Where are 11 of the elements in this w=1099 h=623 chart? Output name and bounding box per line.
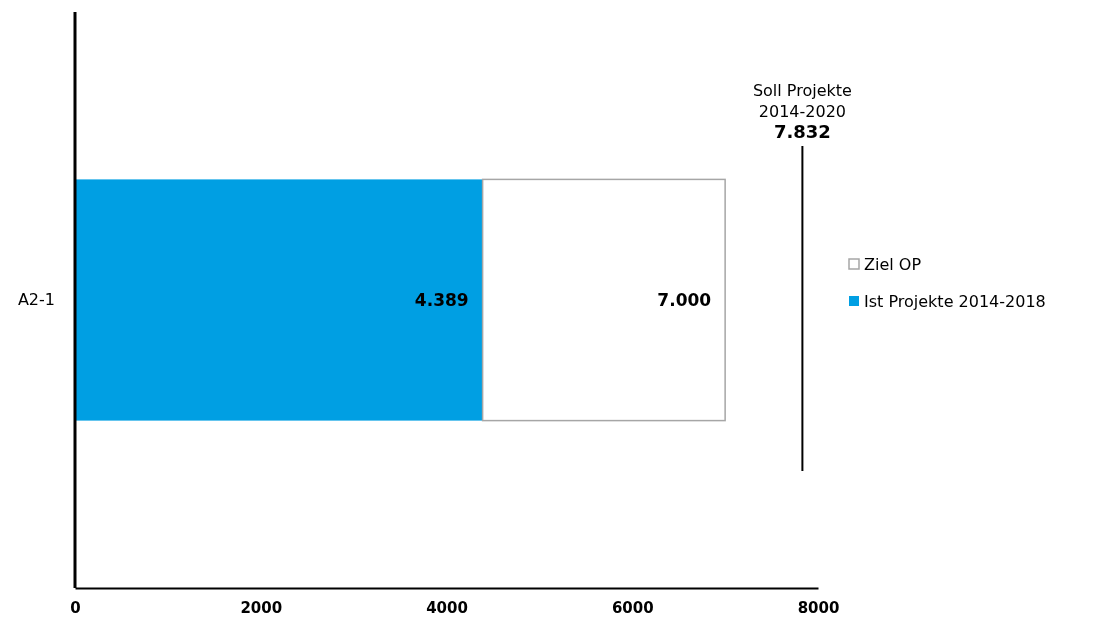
data-label: 4.389	[414, 289, 469, 310]
y-tick-label: A2-1	[17, 290, 55, 310]
x-tick-label: 4000	[426, 598, 468, 617]
x-tick-label: 0	[70, 598, 81, 617]
legend-label: Ist Projekte 2014-2018	[864, 291, 1046, 311]
x-tick-label: 8000	[797, 598, 840, 617]
x-tick-label: 6000	[611, 598, 654, 617]
legend-label: Ziel OP	[864, 254, 922, 274]
ref-line-label: Soll Projekte 2014-2020 7.832	[752, 81, 852, 142]
total-label: 7.000	[657, 289, 712, 310]
x-tick-label: 2000	[240, 598, 283, 617]
